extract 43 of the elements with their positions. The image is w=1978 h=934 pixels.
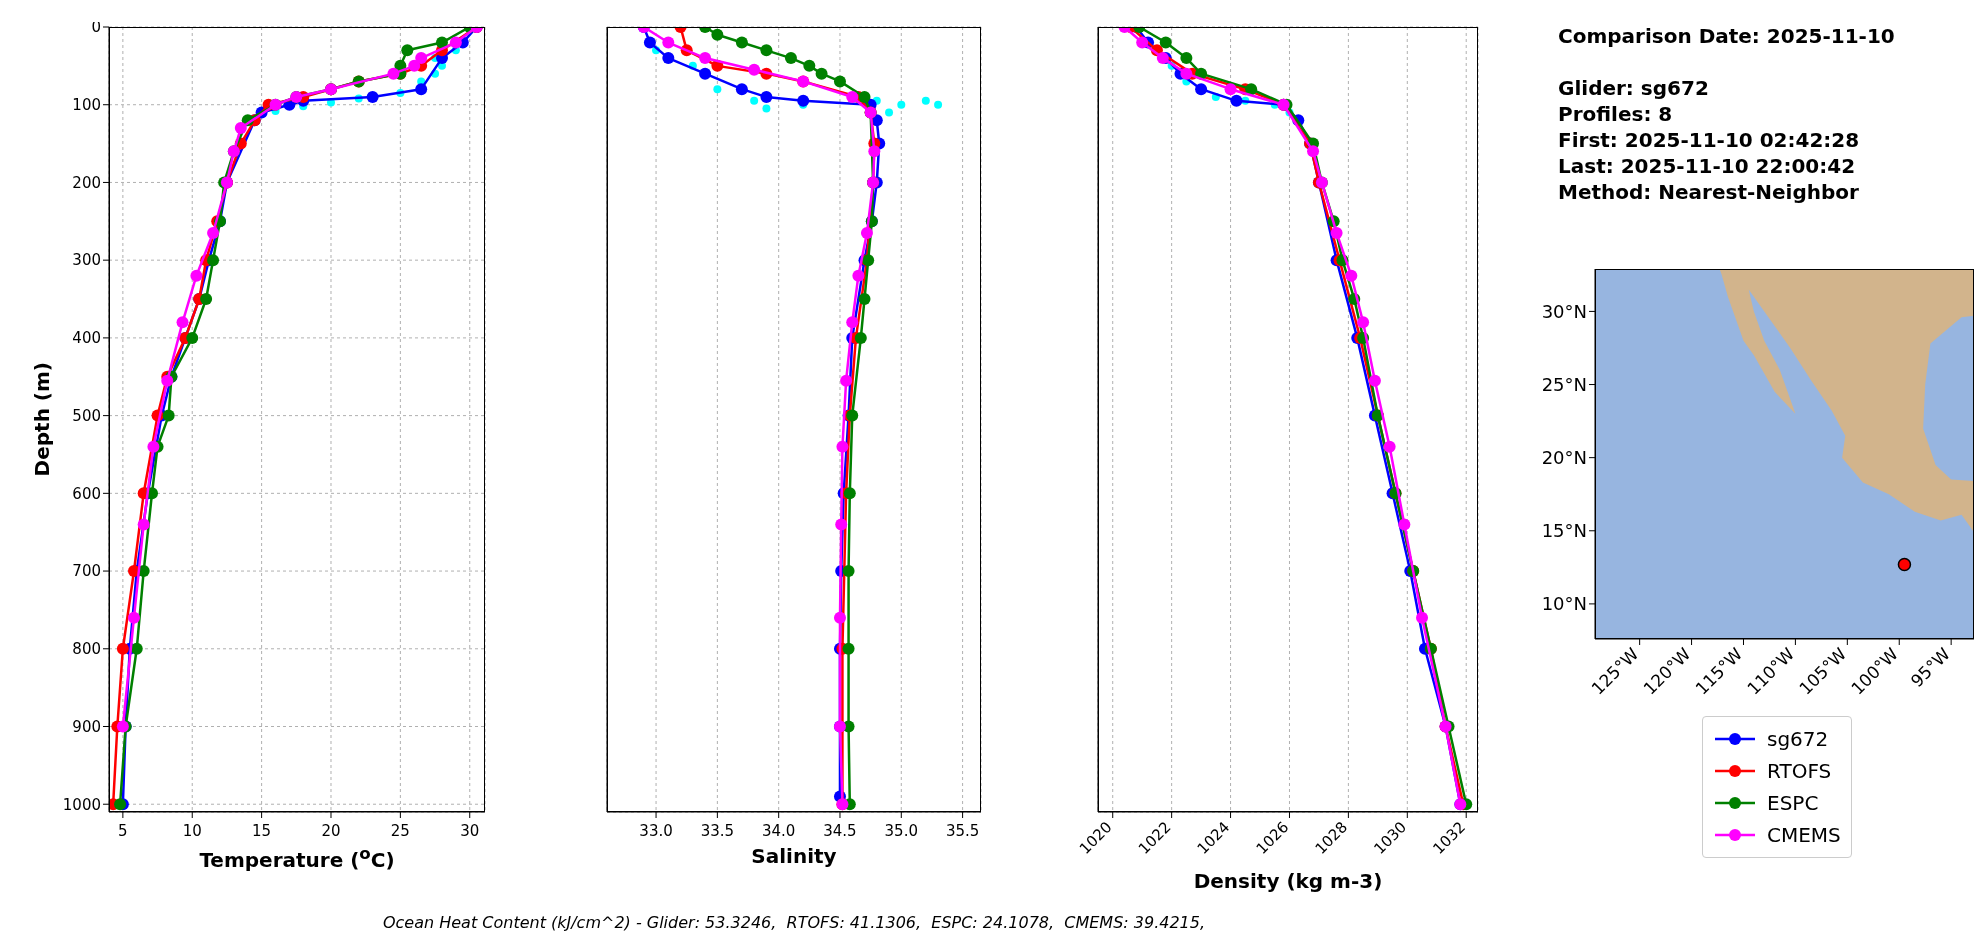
legend-label: RTOFS [1767, 759, 1832, 783]
legend-label: CMEMS [1767, 823, 1841, 847]
x-tick-label: 25 [390, 822, 410, 840]
x-axis-title: Salinity [750, 844, 838, 868]
y-tick-label: 30°N [1541, 300, 1587, 322]
x-tick-label: 35.5 [945, 822, 980, 840]
x-tick-label: 20 [321, 822, 341, 840]
y-tick-label: 300 [72, 251, 101, 270]
y-tick-label: 700 [72, 562, 101, 581]
text: Method: Nearest-Neighbor [1558, 179, 1860, 205]
x-tick-label: 34.5 [823, 822, 857, 840]
y-tick-label: 20°N [1541, 447, 1587, 469]
y-tick-label: 10°N [1541, 593, 1587, 615]
text: Ocean Heat Content (kJ/cm^2) - Glider: 53.3246, RTOFS: 41.1306, ESPC: 24.1078, CMEMS: 39.4215, [381, 913, 1207, 934]
y-tick-label: 900 [72, 717, 101, 736]
y-axis-title: Depth (m) [30, 362, 54, 477]
y-tick-label: 200 [72, 173, 101, 192]
x-tick-label: 34.0 [761, 822, 796, 840]
text: Last: 2025-11-10 22:00:42 [1558, 153, 1857, 179]
y-tick-label: 1000 [62, 795, 101, 814]
x-tick-label: 35.0 [884, 822, 918, 840]
y-tick-label: 15°N [1541, 520, 1587, 542]
x-tick-label: 5 [118, 822, 128, 840]
y-tick-label: 0 [91, 18, 101, 37]
y-tick-label: 400 [72, 329, 101, 348]
text: First: 2025-11-10 02:42:28 [1558, 127, 1861, 153]
x-tick-label: 30 [460, 822, 480, 840]
x-tick-label: 33.5 [700, 822, 735, 840]
legend-label: ESPC [1767, 791, 1819, 815]
text: Glider: sg672 [1558, 75, 1710, 101]
x-axis-title: Density (kg m-3) [1192, 869, 1384, 893]
legend-label: sg672 [1767, 727, 1829, 751]
y-tick-label: 100 [72, 96, 101, 115]
y-tick-label: 25°N [1541, 373, 1587, 395]
y-tick-label: 500 [72, 406, 101, 425]
x-tick-label: 10 [182, 822, 202, 840]
y-tick-label: 600 [72, 484, 101, 503]
chart-title: Comparison Date: 2025-11-10 [1558, 23, 1896, 49]
x-tick-label: 33.0 [639, 822, 673, 840]
text: Profiles: 8 [1558, 101, 1674, 127]
x-axis-title: Temperature ($^{o}$C) [198, 844, 396, 872]
x-tick-label: 15 [252, 822, 272, 840]
y-tick-label: 800 [72, 640, 101, 659]
